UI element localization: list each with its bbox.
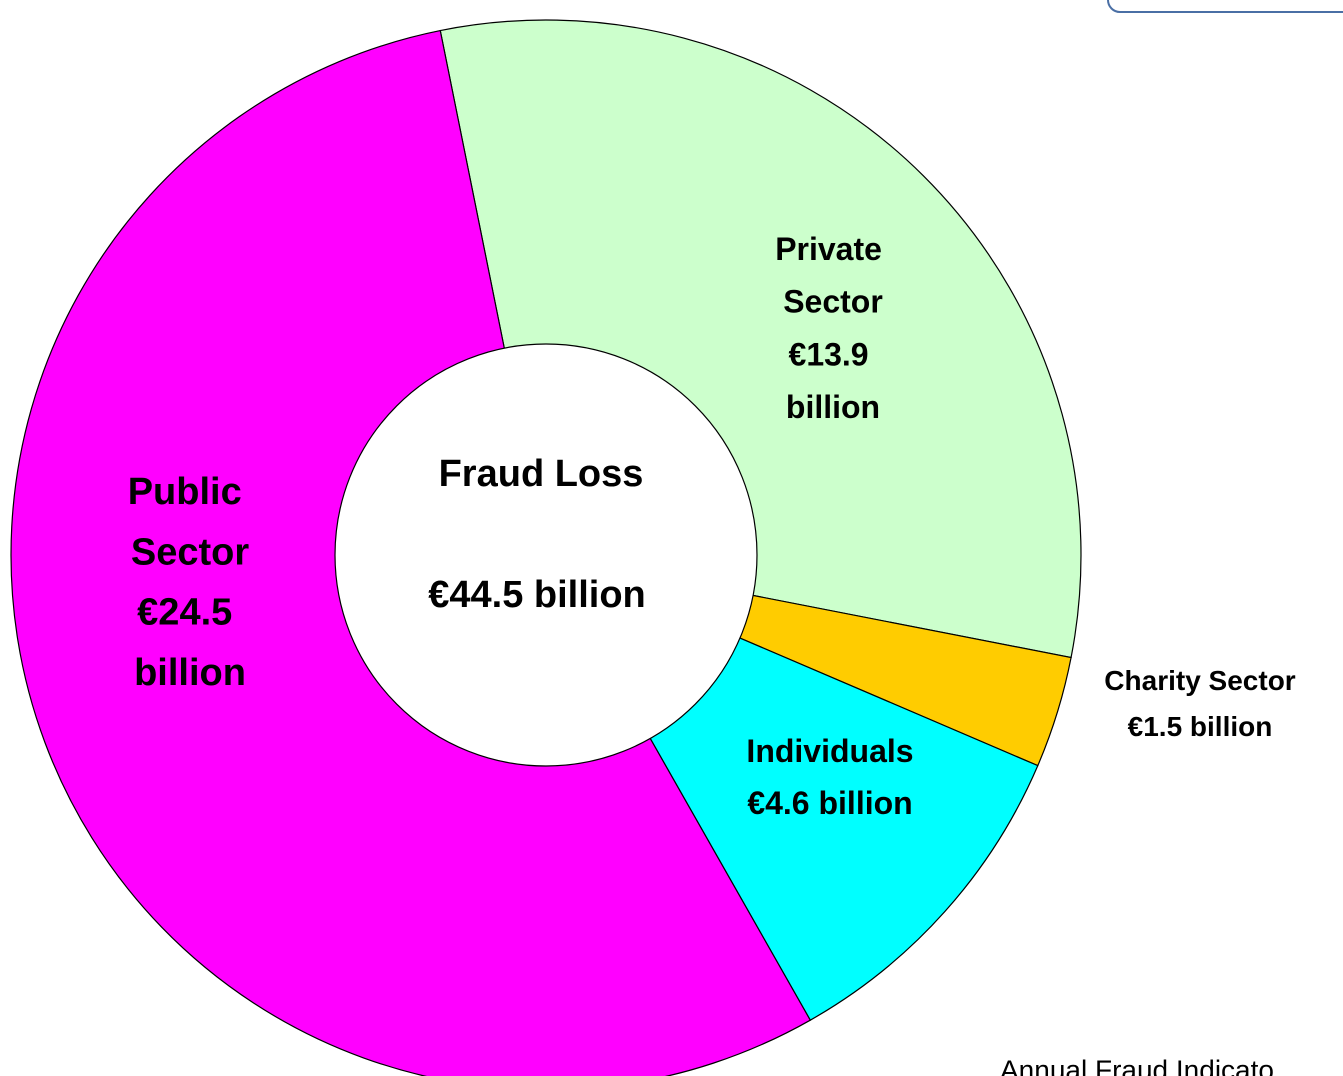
source-note: Annual Fraud Indicato [1000, 1054, 1274, 1076]
slice-value-label: €1.5 billion [1128, 711, 1273, 742]
slice-value-label: €13.9 billion [786, 337, 880, 426]
slice-value-label: €24.5 billion [134, 592, 246, 694]
donut-hole [334, 343, 758, 767]
center-title: Fraud Loss [439, 453, 644, 495]
slice-value-label: €4.6 billion [747, 785, 912, 821]
slice-label: Individuals [746, 733, 913, 769]
slice-label: Private Sector [775, 231, 891, 320]
center-total: €44.5 billion [428, 574, 646, 616]
slice-label: Public Sector [128, 471, 253, 573]
header-box [1107, 0, 1343, 13]
slice-label: Charity Sector [1104, 665, 1295, 696]
